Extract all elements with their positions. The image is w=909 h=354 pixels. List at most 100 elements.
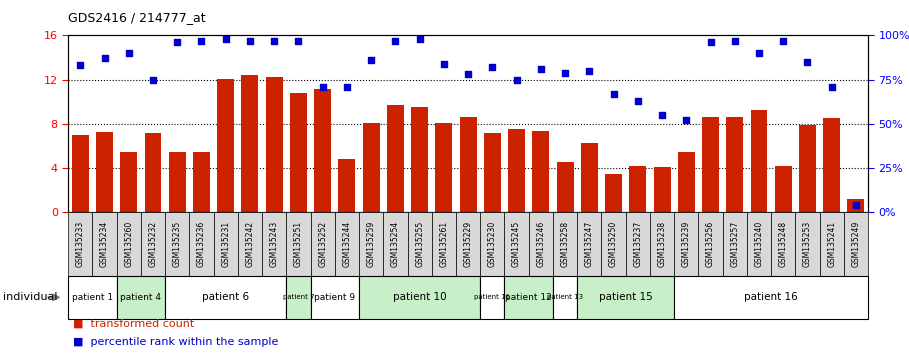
FancyBboxPatch shape — [262, 212, 286, 276]
Text: GSM135236: GSM135236 — [197, 221, 206, 267]
Bar — [315, 88, 331, 212]
Bar — [847, 199, 864, 212]
Point — [122, 50, 136, 56]
Point — [654, 112, 669, 118]
FancyBboxPatch shape — [116, 212, 141, 276]
FancyBboxPatch shape — [432, 212, 456, 276]
Bar — [338, 159, 355, 212]
Bar — [629, 166, 646, 212]
FancyBboxPatch shape — [141, 212, 165, 276]
FancyBboxPatch shape — [311, 276, 359, 319]
Bar — [726, 117, 744, 212]
Point — [73, 63, 87, 68]
FancyBboxPatch shape — [286, 212, 311, 276]
Point — [364, 57, 378, 63]
Bar — [290, 93, 307, 212]
Text: GDS2416 / 214777_at: GDS2416 / 214777_at — [68, 11, 205, 24]
Text: GSM135261: GSM135261 — [439, 221, 448, 267]
FancyBboxPatch shape — [68, 276, 116, 319]
FancyBboxPatch shape — [359, 212, 384, 276]
FancyBboxPatch shape — [165, 276, 286, 319]
Point — [291, 38, 305, 44]
Bar — [460, 117, 476, 212]
Text: GSM135249: GSM135249 — [852, 221, 861, 267]
FancyBboxPatch shape — [529, 212, 553, 276]
Bar — [96, 132, 113, 212]
FancyBboxPatch shape — [674, 212, 698, 276]
Text: GSM135237: GSM135237 — [634, 221, 643, 267]
Point — [436, 61, 451, 67]
Point — [752, 50, 766, 56]
FancyBboxPatch shape — [577, 276, 674, 319]
Text: GSM135243: GSM135243 — [270, 221, 279, 267]
Text: GSM135230: GSM135230 — [488, 221, 497, 267]
FancyBboxPatch shape — [674, 276, 868, 319]
Bar — [678, 152, 694, 212]
Text: GSM135256: GSM135256 — [706, 221, 715, 267]
Text: GSM135234: GSM135234 — [100, 221, 109, 267]
FancyBboxPatch shape — [165, 212, 189, 276]
Text: GSM135242: GSM135242 — [245, 221, 255, 267]
Text: GSM135250: GSM135250 — [609, 221, 618, 267]
Bar — [751, 109, 767, 212]
Text: patient 10: patient 10 — [393, 292, 446, 302]
Text: GSM135231: GSM135231 — [221, 221, 230, 267]
Point — [727, 38, 742, 44]
Point — [558, 70, 573, 75]
Text: GSM135240: GSM135240 — [754, 221, 764, 267]
Point — [485, 64, 500, 70]
Bar — [508, 130, 525, 212]
Bar — [363, 123, 380, 212]
FancyBboxPatch shape — [359, 276, 480, 319]
Point — [461, 72, 475, 77]
Point — [315, 84, 330, 90]
Point — [631, 98, 645, 104]
Point — [413, 36, 427, 42]
FancyBboxPatch shape — [335, 212, 359, 276]
Text: GSM135229: GSM135229 — [464, 221, 473, 267]
Text: GSM135255: GSM135255 — [415, 221, 425, 267]
FancyBboxPatch shape — [238, 212, 262, 276]
Text: GSM135247: GSM135247 — [584, 221, 594, 267]
Bar — [605, 174, 622, 212]
Bar — [435, 123, 453, 212]
Bar — [217, 79, 235, 212]
FancyBboxPatch shape — [189, 212, 214, 276]
Text: patient 4: patient 4 — [120, 293, 162, 302]
Bar — [242, 75, 258, 212]
Point — [170, 40, 185, 45]
FancyBboxPatch shape — [407, 212, 432, 276]
Text: patient 12: patient 12 — [505, 293, 552, 302]
Point — [267, 38, 282, 44]
Point — [509, 77, 524, 82]
Text: GSM135235: GSM135235 — [173, 221, 182, 267]
Bar — [145, 133, 162, 212]
Text: GSM135233: GSM135233 — [75, 221, 85, 267]
FancyBboxPatch shape — [771, 212, 795, 276]
Text: GSM135252: GSM135252 — [318, 221, 327, 267]
Text: patient 15: patient 15 — [599, 292, 653, 302]
FancyBboxPatch shape — [286, 276, 311, 319]
FancyBboxPatch shape — [68, 212, 93, 276]
Point — [704, 40, 718, 45]
Text: patient 9: patient 9 — [315, 293, 355, 302]
Point — [145, 77, 160, 82]
Text: patient 7: patient 7 — [283, 295, 315, 300]
FancyBboxPatch shape — [504, 276, 553, 319]
Point — [800, 59, 814, 65]
Point — [218, 36, 233, 42]
Point — [679, 118, 694, 123]
Bar — [556, 161, 574, 212]
FancyBboxPatch shape — [504, 212, 529, 276]
Point — [776, 38, 791, 44]
FancyBboxPatch shape — [723, 212, 747, 276]
FancyBboxPatch shape — [480, 212, 504, 276]
Text: GSM135239: GSM135239 — [682, 221, 691, 267]
Bar — [533, 131, 549, 212]
FancyBboxPatch shape — [602, 212, 625, 276]
Bar — [169, 152, 185, 212]
FancyBboxPatch shape — [625, 212, 650, 276]
Text: GSM135241: GSM135241 — [827, 221, 836, 267]
Point — [824, 84, 839, 90]
Bar — [702, 117, 719, 212]
